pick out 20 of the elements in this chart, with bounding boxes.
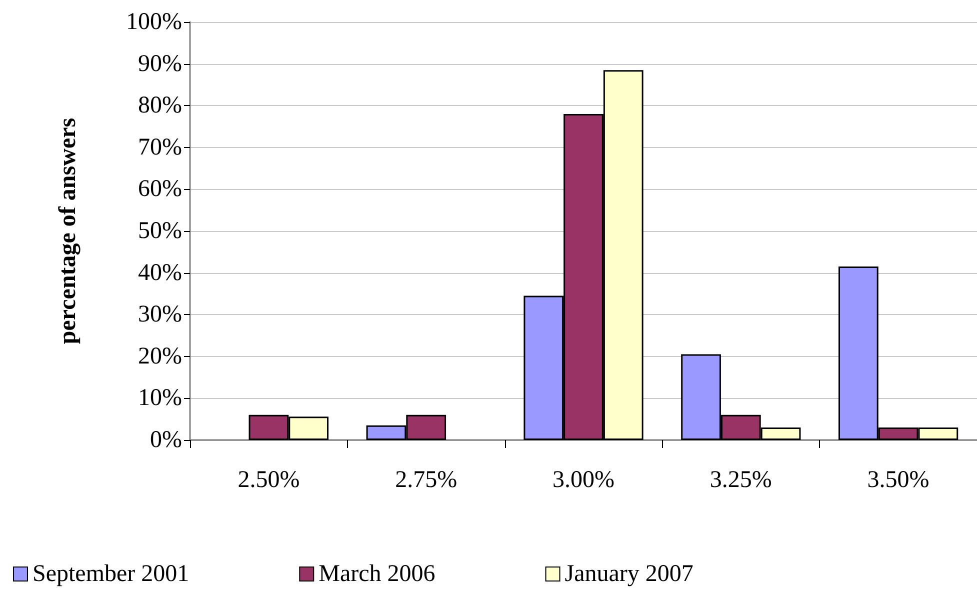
y-tick-label: 40% <box>138 260 182 286</box>
y-tick-label: 90% <box>138 50 182 77</box>
y-tick-label: 60% <box>138 176 182 202</box>
legend-label: September 2001 <box>32 561 190 587</box>
y-tick-label: 80% <box>138 92 182 119</box>
y-tick-label: 10% <box>138 385 182 412</box>
x-tick-label: 3.25% <box>710 467 772 493</box>
y-tick-label: 30% <box>138 302 182 328</box>
legend-label: January 2007 <box>564 561 694 587</box>
x-tick-label: 3.00% <box>552 467 614 493</box>
y-tick-label: 20% <box>138 343 182 370</box>
y-tick-label: 0% <box>150 427 182 453</box>
x-tick-label: 2.75% <box>395 467 458 493</box>
y-tick-label: 50% <box>138 218 182 244</box>
y-axis-title: percentage of answers <box>55 118 81 344</box>
legend-label: March 2006 <box>318 561 436 587</box>
y-tick-label: 70% <box>138 134 182 160</box>
x-tick-label: 2.50% <box>238 467 300 493</box>
y-tick-label: 100% <box>126 9 182 35</box>
x-tick-label: 3.50% <box>867 467 930 493</box>
